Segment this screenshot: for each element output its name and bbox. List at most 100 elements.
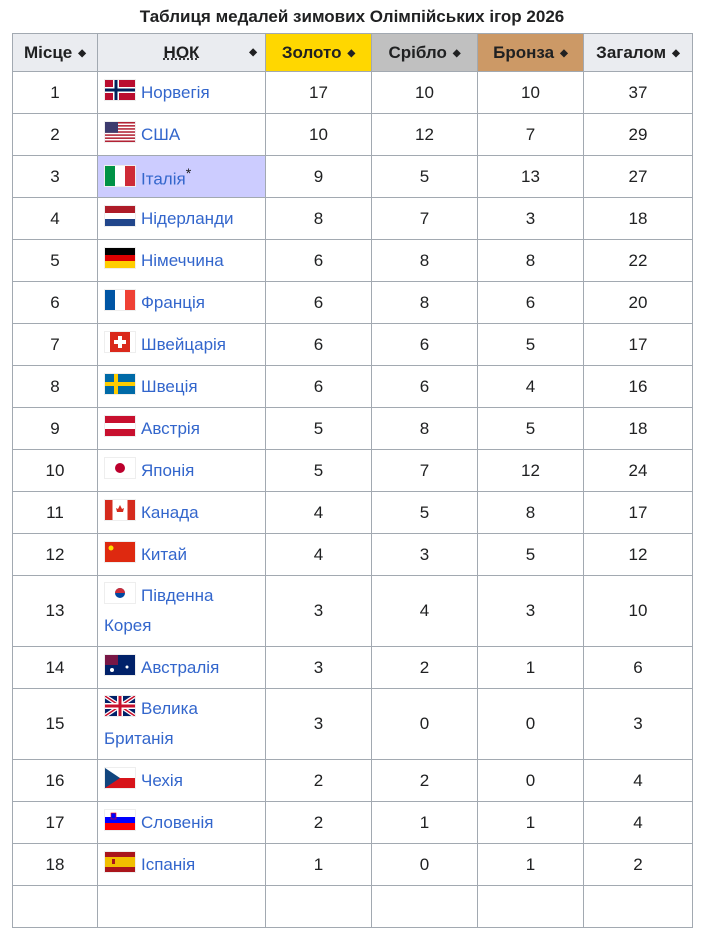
total-count-cell: 22 [583,239,693,282]
rank-cell: 7 [12,323,98,366]
rank-cell: 6 [12,281,98,324]
noc-cell: Норвегія [97,71,266,114]
header-label: Місце [24,42,73,62]
country-link[interactable]: Швейцарія [141,334,226,354]
country-link[interactable]: Канада [141,502,199,522]
column-header-bronze[interactable]: Бронза ◆ [477,33,584,72]
header-label[interactable]: НОК [163,42,200,62]
noc-cell: Швейцарія [97,323,266,366]
rank-cell: 2 [12,113,98,156]
rank-cell: 15 [12,688,98,760]
country-link[interactable]: Південна Корея [104,586,214,635]
rank-cell: 3 [12,155,98,198]
silver-count-cell: 7 [371,197,478,240]
country-link[interactable]: Швеція [141,376,198,396]
country-link[interactable]: Словенія [141,812,214,832]
sort-arrows-icon[interactable]: ◆ [347,47,356,59]
column-header-gold[interactable]: Золото ◆ [265,33,372,72]
country-link[interactable]: Італія [141,169,186,189]
noc-cell: Китай [97,533,266,576]
country-link[interactable]: Велика Британія [104,699,198,748]
column-header-noc[interactable]: НОК ◆ [97,33,266,72]
sort-arrows-icon[interactable]: ◆ [560,47,568,59]
gold-count-cell: 10 [265,113,372,156]
country-link[interactable]: Австралія [141,657,220,677]
sort-arrows-icon[interactable]: ◆ [452,47,461,59]
country-link[interactable]: Чехія [141,770,183,790]
flag-cz-icon [104,766,136,789]
rank-cell: 5 [12,239,98,282]
flag-se-icon [104,372,136,395]
gold-count-cell: 2 [265,801,372,844]
noc-cell: Японія [97,449,266,492]
country-link[interactable]: Іспанія [141,854,196,874]
bronze-count-cell: 5 [477,323,584,366]
bronze-count-cell: 6 [477,281,584,324]
column-header-place[interactable]: Місце ◆ [12,33,98,72]
bronze-count-cell: 0 [477,688,584,760]
country-link[interactable]: Нідерланди [141,208,234,228]
total-count-cell: 2 [583,843,693,886]
total-count-cell: 27 [583,155,693,198]
total-count-cell: 12 [583,533,693,576]
country-link[interactable]: Японія [141,460,195,480]
noc-cell: Чехія [97,759,266,802]
table-row: 9 Австрія 5 8 5 18 [12,407,693,450]
table-row: 6 Франція 6 8 6 20 [12,281,693,324]
total-count-cell: 18 [583,197,693,240]
column-header-total[interactable]: Загалом ◆ [583,33,693,72]
total-count-cell: 4 [583,801,693,844]
table-row: 16 Чехія 2 2 0 4 [12,759,693,802]
silver-count-cell: 3 [371,533,478,576]
gold-count-cell: 6 [265,281,372,324]
table-row: 11 Канада 4 5 8 17 [12,491,693,534]
gold-count-cell [265,885,372,928]
gold-count-cell: 1 [265,843,372,886]
table-row: 2 США 10 12 7 29 [12,113,693,156]
flag-es-icon [104,850,136,873]
sort-arrows-icon[interactable]: ◆ [78,47,86,59]
flag-kr-icon [104,582,136,604]
silver-count-cell: 8 [371,407,478,450]
silver-count-cell: 0 [371,843,478,886]
sort-arrows-icon[interactable]: ◆ [249,47,257,58]
total-count-cell [583,885,693,928]
country-link[interactable]: Китай [141,544,187,564]
total-count-cell: 37 [583,71,693,114]
column-header-silver[interactable]: Срібло ◆ [371,33,478,72]
noc-cell: Австрія [97,407,266,450]
noc-cell: Швеція [97,365,266,408]
country-link[interactable]: Норвегія [141,82,210,102]
country-link[interactable]: Німеччина [141,250,224,270]
country-link[interactable]: США [141,124,181,144]
gold-count-cell: 9 [265,155,372,198]
flag-gb-icon [104,695,136,717]
gold-count-cell: 5 [265,449,372,492]
gold-count-cell: 6 [265,365,372,408]
flag-de-icon [104,246,136,269]
header-row: Місце ◆ НОК ◆ Золото ◆ Срібло ◆ Бронза ◆ Зага… [12,33,693,72]
flag-fr-icon [104,288,136,311]
total-count-cell: 29 [583,113,693,156]
noc-cell: Словенія [97,801,266,844]
country-link[interactable]: Австрія [141,418,200,438]
noc-cell: США [97,113,266,156]
country-link[interactable]: Франція [141,292,205,312]
medal-table: Місце ◆ НОК ◆ Золото ◆ Срібло ◆ Бронза ◆ Зага… [12,33,693,928]
table-row: 14 Австралія 3 2 1 6 [12,646,693,689]
header-label: Загалом [596,42,667,62]
bronze-count-cell: 5 [477,533,584,576]
sort-arrows-icon[interactable]: ◆ [672,47,680,59]
flag-ca-icon [104,498,136,521]
rank-cell: 16 [12,759,98,802]
bronze-count-cell: 1 [477,843,584,886]
header-label: Золото [281,42,342,62]
total-count-cell: 18 [583,407,693,450]
table-row: 7 Швейцарія 6 6 5 17 [12,323,693,366]
total-count-cell: 3 [583,688,693,760]
rank-cell [12,885,98,928]
flag-no-icon [104,78,136,101]
bronze-count-cell: 5 [477,407,584,450]
header-label: Срібло [388,42,447,62]
total-count-cell: 17 [583,491,693,534]
